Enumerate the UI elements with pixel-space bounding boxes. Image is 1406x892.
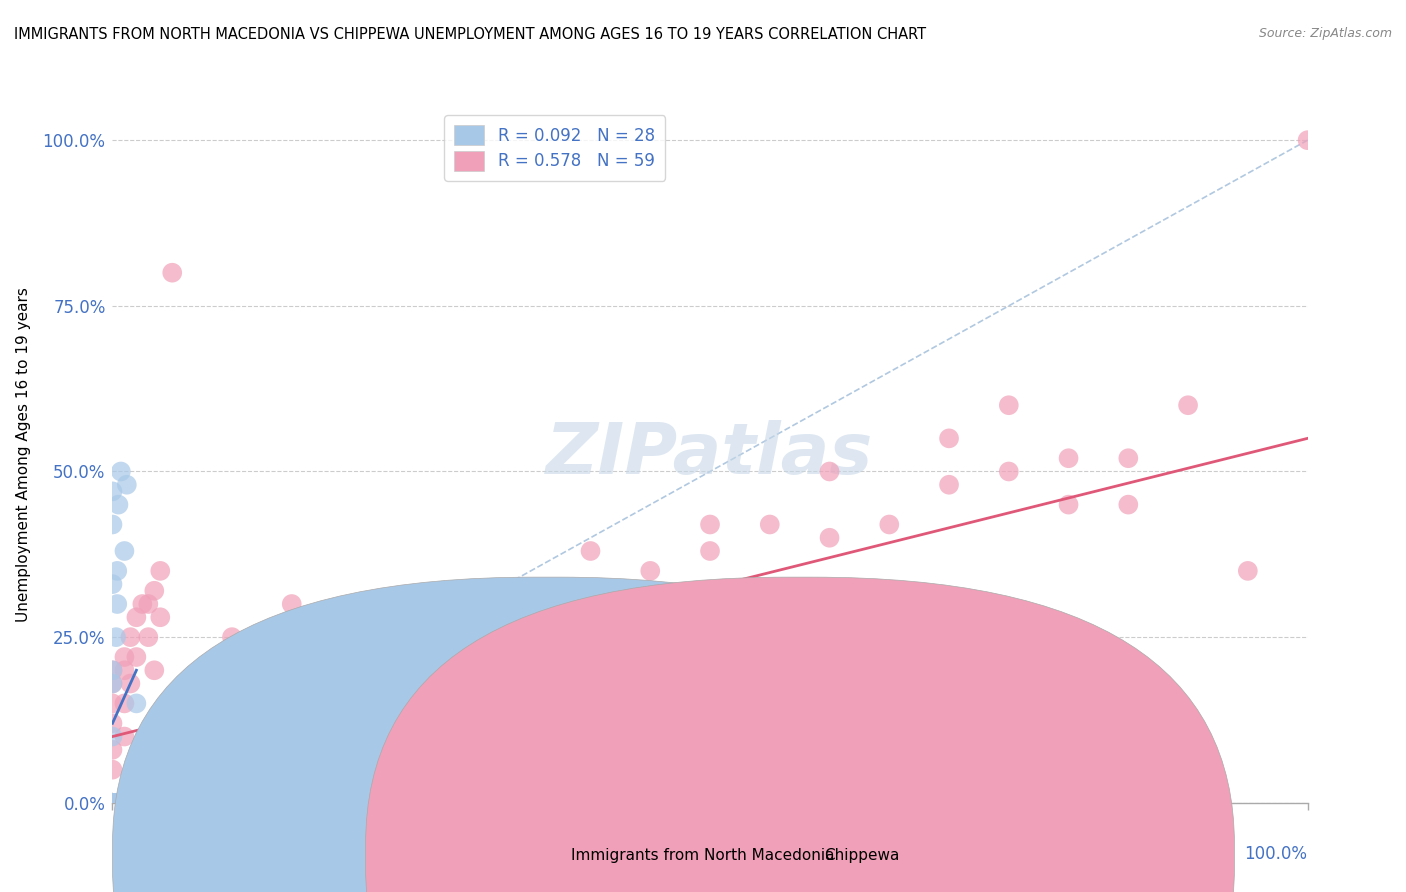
Point <box>107 498 129 512</box>
Y-axis label: Unemployment Among Ages 16 to 19 years: Unemployment Among Ages 16 to 19 years <box>17 287 31 623</box>
Point <box>101 517 124 532</box>
Point <box>101 796 124 810</box>
Point <box>101 796 124 810</box>
Point <box>162 266 183 280</box>
Point <box>114 663 135 677</box>
Point <box>101 796 124 810</box>
Point <box>149 564 172 578</box>
Point <box>281 650 304 665</box>
Point <box>938 431 960 445</box>
Point <box>1118 498 1140 512</box>
Point <box>579 597 602 611</box>
Point <box>1118 451 1140 466</box>
Point <box>221 676 243 690</box>
Point <box>114 544 135 558</box>
Point <box>101 796 124 810</box>
Point <box>105 630 128 644</box>
Point <box>1177 398 1199 412</box>
Point <box>114 697 135 711</box>
Point <box>818 531 841 545</box>
Point <box>101 716 124 731</box>
Point <box>101 577 124 591</box>
Point <box>101 796 124 810</box>
Point <box>401 610 423 624</box>
Point <box>101 730 124 744</box>
Point <box>120 630 142 644</box>
Point <box>114 650 135 665</box>
Point <box>579 544 602 558</box>
Point <box>115 477 138 491</box>
Point <box>143 663 166 677</box>
Point <box>460 610 482 624</box>
Point <box>101 796 124 810</box>
Point <box>105 564 128 578</box>
Point <box>460 663 482 677</box>
Point <box>101 663 124 677</box>
Point <box>149 610 172 624</box>
Point <box>101 796 124 810</box>
Point <box>401 676 423 690</box>
Point <box>101 663 124 677</box>
Point <box>998 465 1021 479</box>
Point <box>114 730 135 744</box>
Text: IMMIGRANTS FROM NORTH MACEDONIA VS CHIPPEWA UNEMPLOYMENT AMONG AGES 16 TO 19 YEA: IMMIGRANTS FROM NORTH MACEDONIA VS CHIPP… <box>14 27 927 42</box>
Point <box>131 597 153 611</box>
Text: Chippewa: Chippewa <box>824 848 900 863</box>
Point <box>699 517 721 532</box>
Text: ZIPatlas: ZIPatlas <box>547 420 873 490</box>
Text: 0.0%: 0.0% <box>112 845 155 863</box>
Point <box>1057 451 1080 466</box>
Point <box>879 517 901 532</box>
Point <box>520 597 543 611</box>
Point <box>101 796 124 810</box>
Point <box>101 484 124 499</box>
Point <box>101 796 124 810</box>
Point <box>101 796 124 810</box>
Text: 100.0%: 100.0% <box>1244 845 1308 863</box>
Point <box>101 796 124 810</box>
Point <box>101 796 124 810</box>
Point <box>1296 133 1319 147</box>
Point <box>1057 498 1080 512</box>
Legend: R = 0.092   N = 28, R = 0.578   N = 59: R = 0.092 N = 28, R = 0.578 N = 59 <box>444 115 665 180</box>
Point <box>101 796 124 810</box>
Point <box>699 544 721 558</box>
Point <box>101 676 124 690</box>
Point <box>101 697 124 711</box>
Point <box>138 630 160 644</box>
Point <box>640 564 662 578</box>
Point <box>101 796 124 810</box>
Point <box>143 583 166 598</box>
Point <box>110 465 132 479</box>
Point <box>138 597 160 611</box>
Point <box>125 697 148 711</box>
Point <box>520 650 543 665</box>
Point <box>101 763 124 777</box>
Point <box>818 465 841 479</box>
Text: Source: ZipAtlas.com: Source: ZipAtlas.com <box>1258 27 1392 40</box>
Point <box>759 517 782 532</box>
Point <box>101 796 124 810</box>
Point <box>221 630 243 644</box>
Point <box>125 650 148 665</box>
Point <box>998 398 1021 412</box>
Point <box>101 796 124 810</box>
Text: Immigrants from North Macedonia: Immigrants from North Macedonia <box>571 848 834 863</box>
Point <box>281 597 304 611</box>
Point <box>1237 564 1260 578</box>
Point <box>101 676 124 690</box>
Point <box>101 796 124 810</box>
Point <box>340 650 363 665</box>
Point <box>120 676 142 690</box>
Point <box>101 743 124 757</box>
Point <box>340 697 363 711</box>
Point <box>101 796 124 810</box>
Point <box>125 610 148 624</box>
Point <box>938 477 960 491</box>
Point <box>105 597 128 611</box>
Point <box>101 796 124 810</box>
